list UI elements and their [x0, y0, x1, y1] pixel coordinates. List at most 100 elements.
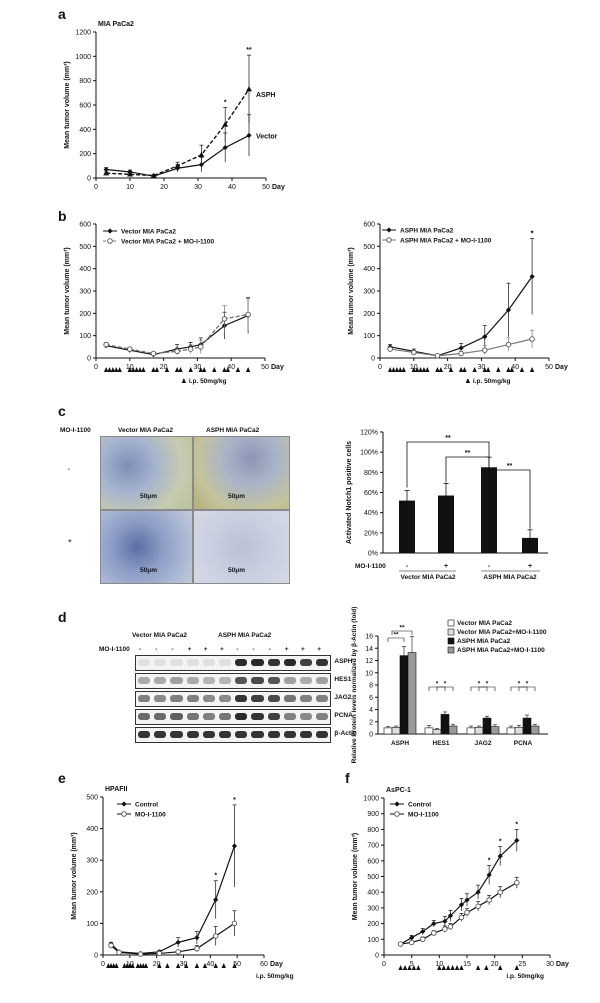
blot-band — [283, 677, 296, 684]
chart-b2-series-0-point — [482, 334, 488, 340]
blot-band — [300, 731, 313, 738]
chart-b2-injection-arrow — [509, 367, 515, 372]
chart-b2-injection-arrow — [485, 367, 491, 372]
blot-band — [251, 677, 264, 684]
chart-d-legend-label: Vector MIA PaCa2+MO-I-1100 — [457, 629, 547, 636]
blot-group-vector: Vector MIA PaCa2 — [132, 632, 188, 639]
chart-b1-ytick-label: 100 — [79, 333, 91, 340]
chart-b2-series-0-point — [529, 273, 535, 280]
chart-f-series-1-point — [458, 914, 465, 921]
chart-f-series-0-point — [409, 935, 415, 941]
blot-band — [283, 713, 296, 720]
chart-c-ytick-label: 80% — [364, 470, 378, 477]
blot-band — [138, 695, 151, 702]
chart-d-bar-asph — [399, 655, 409, 735]
chart-f-ytick-label: 1000 — [363, 796, 379, 803]
chart-b1-series-1-point — [245, 311, 251, 318]
chart-b1-series-1-point — [198, 344, 204, 350]
chart-f-ytick-label: 300 — [367, 905, 379, 912]
chart-f-series-1-point — [442, 926, 448, 932]
chart-b2-injection-arrow — [387, 367, 393, 372]
chart-d-bar-jag2 — [490, 726, 500, 735]
chart-b1-xtick-label: 20 — [160, 364, 168, 371]
blot-band — [202, 713, 215, 720]
chart-a-xtick-label: 30 — [194, 184, 202, 191]
chart-b2-xtick-label: 30 — [478, 364, 486, 371]
blot-row-2 — [135, 691, 332, 707]
chart-f-xtick-label: 20 — [491, 961, 499, 968]
blot-protein-label: β-Actin — [334, 730, 357, 737]
chart-e-series-1-point — [137, 951, 144, 957]
blot-treatment-sign: - — [171, 646, 174, 653]
chart-f-ytick-label: 900 — [367, 811, 379, 818]
chart-b1-injection-arrow — [134, 367, 139, 372]
chart-b1-xtick-label: 40 — [227, 364, 235, 371]
chart-b2-injection-arrow — [529, 367, 535, 372]
chart-c-row-label: MO-I-1100 — [355, 563, 386, 570]
micrograph-asph-untreated — [193, 436, 290, 510]
chart-e-xlabel: Day — [270, 961, 283, 968]
chart-f-injection-arrow — [398, 965, 403, 970]
chart-e-ytick-label: 200 — [86, 889, 98, 896]
chart-e-series-1-point — [108, 942, 114, 949]
chart-f-series-0-point — [475, 889, 481, 895]
chart-e-ytick-label: 300 — [86, 858, 98, 865]
chart-e-series-0-point — [194, 935, 200, 941]
chart-f-legend-marker — [394, 801, 400, 807]
blot-row-0 — [135, 655, 332, 671]
chart-e-injection-arrow — [213, 963, 218, 968]
blot-group-asph: ASPH MIA PaCa2 — [218, 632, 272, 639]
chart-a-ylabel: Mean tumor volume (mm³) — [64, 61, 71, 149]
chart-b1-injection-arrow — [198, 367, 203, 372]
micrograph-asph-treated — [193, 510, 290, 584]
chart-a-ytick-label: 1000 — [75, 54, 91, 61]
chart-f-injection-arrow — [445, 965, 451, 970]
micrograph-vector-treated — [100, 510, 193, 584]
chart-f-series-1-point — [464, 909, 470, 916]
chart-a-series-1-point — [198, 162, 204, 168]
blot-treatment-sign: - — [236, 646, 239, 653]
chart-b2-injection-arrow — [391, 367, 396, 372]
chart-c-group-asph: ASPH MIA PaCa2 — [483, 574, 537, 581]
blot-band — [138, 731, 151, 738]
chart-f-ytick-label: 500 — [367, 874, 379, 881]
blot-protein-label: ASPH — [334, 658, 353, 665]
chart-e-injection-arrow — [202, 963, 208, 968]
chart-a-ytick-label: 800 — [79, 78, 91, 85]
chart-f-series-1-point — [419, 936, 426, 943]
chart-b2-injection-arrow — [401, 367, 406, 372]
chart-f-injection-arrow — [450, 965, 455, 970]
chart-b1-injection-arrow — [130, 367, 136, 372]
chart-a-ytick-label: 0 — [87, 176, 91, 183]
chart-b2-series-1-point — [387, 346, 393, 352]
blot-band — [267, 713, 280, 720]
chart-d-legend-swatch — [447, 619, 455, 627]
chart-d-bar-hes1 — [432, 729, 442, 735]
chart-f-title: AsPC-1 — [386, 787, 411, 794]
chart-d-bar-jag2 — [466, 727, 476, 735]
chart-c-bar — [522, 537, 538, 553]
chart-b1-injection-arrow — [103, 367, 109, 372]
chart-d-ylabel: Relative Protein levels normalized by β-… — [351, 607, 358, 764]
chart-f-injection-arrow — [411, 965, 417, 970]
chart-f-injection-arrow — [484, 965, 489, 970]
chart-c-group-vector: Vector MIA PaCa2 — [400, 574, 455, 581]
chart-f-ytick-label: 200 — [367, 921, 379, 928]
chart-f-series-0-point — [431, 921, 437, 927]
chart-b2-ytick-label: 300 — [363, 289, 375, 296]
chart-f-series-0-point — [514, 837, 520, 843]
chart-d-significance: * — [526, 681, 529, 688]
chart-b2-injection-arrow — [506, 367, 511, 372]
chart-b2-legend-marker — [386, 237, 392, 243]
chart-b2-injection-arrow — [398, 367, 403, 372]
scalebar-1: 50μm — [140, 493, 157, 500]
chart-d-ytick-label: 2 — [369, 719, 373, 726]
chart-b2-injection-arrow — [482, 367, 487, 372]
chart-a-xtick-label: 20 — [160, 184, 168, 191]
chart-d-ytick-label: 6 — [369, 695, 373, 702]
blot-treatment-sign: + — [301, 646, 305, 653]
chart-d-legend-label: Vector MIA PaCa2 — [457, 620, 512, 627]
chart-b2-injection-arrow — [425, 367, 430, 372]
chart-e-series-1-point — [156, 950, 163, 957]
chart-f-xtick-label: 30 — [546, 961, 554, 968]
